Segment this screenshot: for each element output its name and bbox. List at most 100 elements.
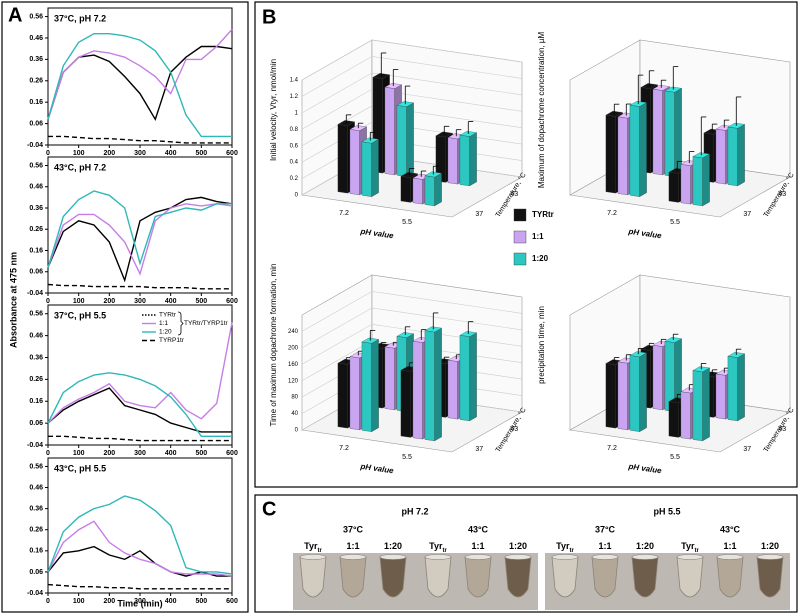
x-tick-label: 0 bbox=[46, 598, 50, 605]
z-tick-label: 43 bbox=[510, 191, 518, 198]
bar bbox=[617, 116, 628, 196]
tube-rim bbox=[631, 554, 659, 560]
y-tick-label: 0.36 bbox=[29, 505, 43, 512]
tube bbox=[676, 556, 704, 598]
bar-side bbox=[702, 367, 710, 442]
x-tick-label: 5.5 bbox=[402, 454, 412, 461]
x-tick-label: 500 bbox=[195, 450, 207, 457]
tube-rim bbox=[716, 554, 744, 560]
grid-line bbox=[301, 72, 523, 114]
tube bbox=[379, 556, 407, 598]
tube-label: 1:1 bbox=[723, 541, 736, 551]
chart-title: 43°C, pH 5.5 bbox=[54, 463, 106, 473]
bar-side bbox=[737, 124, 745, 187]
legend-label: 1:20 bbox=[159, 329, 172, 336]
bar bbox=[652, 88, 663, 176]
chart-title: 37°C, pH 5.5 bbox=[54, 310, 106, 320]
bar-side bbox=[406, 102, 414, 177]
z-tick-label: 37 bbox=[475, 211, 483, 218]
chart-title: 37°C, pH 7.2 bbox=[54, 13, 106, 23]
y-tick-label: 1.2 bbox=[290, 94, 299, 100]
x-axis-label: pH value bbox=[627, 227, 663, 241]
y-tick-label: 0.46 bbox=[29, 184, 43, 191]
bar bbox=[384, 87, 395, 176]
bar-side bbox=[674, 88, 682, 177]
y-tick-label: 0.56 bbox=[29, 463, 43, 470]
x-tick-label: 500 bbox=[195, 598, 207, 605]
x-tick-label: 0 bbox=[46, 298, 50, 305]
y-tick-label: 0.06 bbox=[29, 269, 43, 276]
x-axis-label: pH value bbox=[359, 227, 395, 241]
tube-rim bbox=[424, 554, 452, 560]
grid-line bbox=[301, 56, 523, 97]
bar-side bbox=[702, 153, 710, 207]
tube-label-main: Tyr bbox=[304, 541, 318, 551]
panel-label: A bbox=[8, 4, 22, 26]
legend-swatch bbox=[513, 252, 527, 266]
y-tick-label: 0.6 bbox=[290, 143, 299, 149]
data-line bbox=[47, 28, 233, 120]
tube-label: Tyrtr bbox=[304, 541, 322, 553]
bar bbox=[337, 362, 348, 429]
bar bbox=[361, 341, 372, 432]
bar bbox=[629, 105, 640, 197]
x-tick-label: 7.2 bbox=[607, 210, 617, 217]
panel-a-frame bbox=[1, 1, 249, 613]
legend-label: TYRP1tr bbox=[159, 337, 185, 344]
x-tick-label: 300 bbox=[134, 298, 146, 305]
x-tick-label: 5.5 bbox=[402, 219, 412, 226]
tube bbox=[424, 556, 452, 598]
bar bbox=[424, 330, 435, 442]
grid-line bbox=[301, 39, 523, 81]
data-line bbox=[47, 387, 232, 433]
grid-line bbox=[301, 307, 523, 349]
x-axis-label: pH value bbox=[627, 462, 663, 476]
bar bbox=[400, 370, 411, 438]
y-tick-label: 0.06 bbox=[29, 120, 43, 127]
bar bbox=[668, 172, 679, 203]
x-tick-label: 100 bbox=[73, 598, 85, 605]
bar bbox=[692, 370, 703, 442]
x-tick-label: 600 bbox=[226, 598, 238, 605]
bar bbox=[664, 90, 675, 177]
y-tick-label: 0.26 bbox=[29, 527, 43, 534]
x-tick-label: 300 bbox=[134, 150, 146, 157]
bar-side bbox=[434, 172, 442, 207]
y-tick-label: 0.46 bbox=[29, 332, 43, 339]
tube-label-sub: tr bbox=[570, 548, 575, 554]
y-tick-label: 160 bbox=[288, 362, 299, 368]
y-tick-label: -0.04 bbox=[27, 590, 43, 597]
y-tick-label: 0 bbox=[295, 193, 299, 199]
tube-label: 1:1 bbox=[598, 541, 611, 551]
x-tick-label: 400 bbox=[165, 450, 177, 457]
bar bbox=[384, 346, 395, 411]
x-axis-label: pH value bbox=[359, 462, 395, 476]
grid-line bbox=[301, 291, 523, 332]
tube-label-main: 1:20 bbox=[384, 541, 402, 551]
panel-b-frame bbox=[254, 1, 798, 488]
bar-side bbox=[469, 332, 477, 422]
y-tick-label: 0.16 bbox=[29, 99, 43, 106]
x-tick-label: 5.5 bbox=[670, 454, 680, 461]
x-tick-label: 5.5 bbox=[670, 219, 680, 226]
y-tick-label: 240 bbox=[288, 329, 299, 335]
z-tick-label: 37 bbox=[743, 211, 751, 218]
bar bbox=[692, 156, 703, 207]
y-axis-label: Time of maximum dopachrome formation, mi… bbox=[269, 264, 278, 427]
group-label: pH 7.2 bbox=[401, 506, 428, 516]
y-tick-label: 0.36 bbox=[29, 56, 43, 63]
grid-line bbox=[301, 105, 523, 146]
bar bbox=[727, 126, 738, 187]
bar bbox=[715, 373, 726, 420]
tube-label-main: 1:1 bbox=[598, 541, 611, 551]
tube bbox=[756, 556, 784, 598]
x-tick-label: 100 bbox=[73, 450, 85, 457]
temperature-label: 37°C bbox=[343, 524, 364, 534]
legend-label: TYRtr bbox=[532, 210, 554, 219]
legend-label: 1:1 bbox=[532, 232, 544, 241]
bar-side bbox=[434, 327, 442, 442]
bar-side bbox=[371, 339, 379, 432]
x-tick-label: 200 bbox=[103, 150, 115, 157]
tube-label: 1:20 bbox=[384, 541, 402, 551]
